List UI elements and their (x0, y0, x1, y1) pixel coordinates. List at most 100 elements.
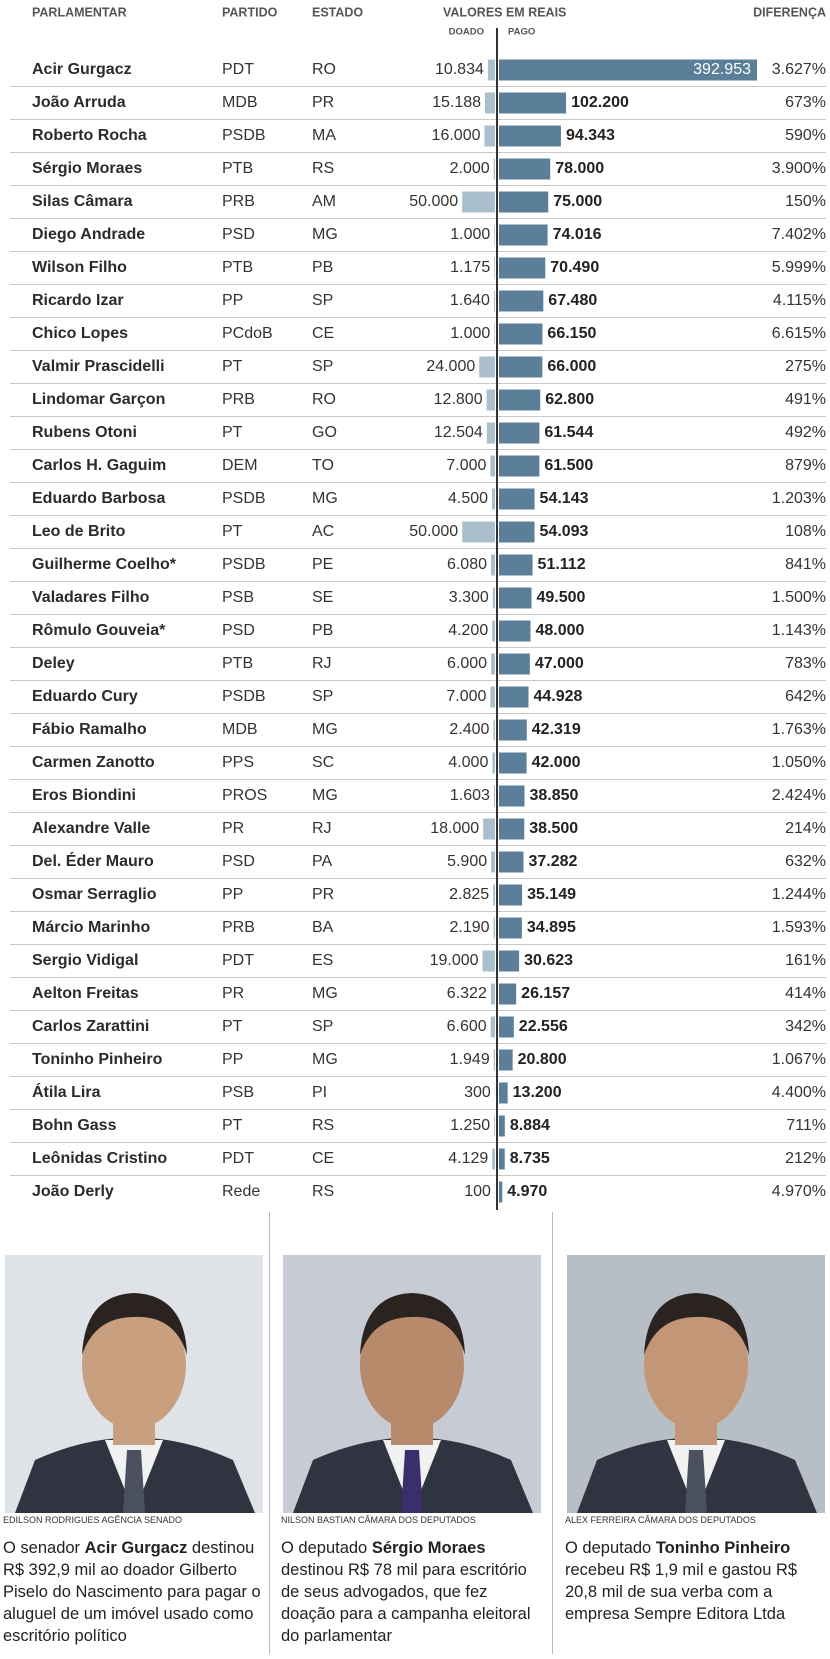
state: RO (312, 391, 336, 408)
member-name: Leônidas Cristino (32, 1150, 167, 1167)
caption-text: recebeu R$ 1,9 mil e gastou R$ 20,8 mil … (565, 1561, 798, 1623)
party: MDB (222, 721, 258, 738)
paid-bar (499, 785, 525, 807)
donated-label: 15.188 (432, 94, 481, 111)
party: PT (222, 424, 243, 441)
donated-label: 300 (464, 1084, 491, 1101)
difference-label: 150% (785, 193, 826, 210)
difference-label: 711% (786, 1117, 826, 1134)
difference-label: 414% (785, 985, 826, 1002)
party: PR (222, 985, 244, 1002)
party: PDT (222, 1150, 254, 1167)
party: PTB (222, 259, 253, 276)
donated-label: 2.190 (450, 919, 490, 936)
donated-label: 50.000 (409, 523, 458, 540)
donated-label: 6.080 (447, 556, 487, 573)
paid-label: 8.884 (510, 1117, 550, 1134)
paid-label: 38.500 (529, 820, 578, 837)
state: MG (312, 1051, 338, 1068)
paid-bar (499, 1181, 503, 1203)
paid-bar (499, 92, 567, 114)
paid-label: 94.343 (566, 127, 615, 144)
photo (567, 1255, 825, 1513)
donated-bar (493, 917, 495, 939)
donated-bar (492, 620, 495, 642)
state: MG (312, 721, 338, 738)
paid-bar (499, 1115, 505, 1137)
paid-label: 61.500 (544, 457, 593, 474)
donated-label: 4.500 (448, 490, 488, 507)
donated-bar (492, 752, 495, 774)
member-name: Roberto Rocha (32, 127, 147, 144)
difference-label: 3.627% (772, 61, 826, 78)
caption-text: destinou R$ 78 mil para escritório de se… (281, 1561, 531, 1645)
paid-label: 54.143 (540, 490, 589, 507)
party: PRB (222, 919, 255, 936)
donated-label: 7.000 (446, 688, 486, 705)
donated-bar (486, 422, 495, 444)
party: PRB (222, 193, 255, 210)
state: PR (312, 886, 334, 903)
paid-label: 67.480 (548, 292, 597, 309)
difference-label: 275% (785, 358, 826, 375)
state: ES (312, 952, 333, 969)
paid-label: 54.093 (540, 523, 589, 540)
state: SP (312, 1018, 333, 1035)
donated-bar (462, 521, 495, 543)
party: PSD (222, 226, 255, 243)
donated-bar (493, 290, 495, 312)
donated-bar (490, 1016, 495, 1038)
state: RO (312, 61, 336, 78)
paid-label: 51.112 (538, 556, 586, 573)
state: RS (312, 160, 334, 177)
paid-bar (499, 851, 524, 873)
party: DEM (222, 457, 258, 474)
donated-label: 7.000 (446, 457, 486, 474)
member-name: Rubens Otoni (32, 424, 137, 441)
photo-credit: NILSON BASTIAN CÂMARA DOS DEPUTADOS (281, 1515, 476, 1525)
face (360, 1301, 464, 1429)
difference-label: 161% (785, 952, 826, 969)
paid-bar (499, 1016, 514, 1038)
paid-label: 4.970 (507, 1183, 547, 1200)
paid-bar (499, 1082, 508, 1104)
state: RJ (312, 820, 332, 837)
member-name: Carlos H. Gaguim (32, 457, 166, 474)
state: SP (312, 358, 333, 375)
donated-label: 19.000 (430, 952, 479, 969)
caption-text: O deputado (281, 1539, 372, 1557)
member-name: Osmar Serraglio (32, 886, 157, 903)
difference-label: 4.400% (772, 1084, 826, 1101)
donated-label: 2.400 (449, 721, 489, 738)
difference-label: 590% (785, 127, 826, 144)
party: PTB (222, 160, 253, 177)
donated-bar (492, 488, 495, 510)
difference-label: 108% (785, 523, 826, 540)
donated-bar (462, 191, 495, 213)
paid-bar (499, 950, 520, 972)
donated-label: 1.640 (450, 292, 490, 309)
party: PT (222, 1117, 243, 1134)
paid-bar (499, 884, 523, 906)
party: PSDB (222, 688, 266, 705)
donated-bar (493, 884, 495, 906)
party: PP (222, 886, 243, 903)
party: PT (222, 523, 243, 540)
donated-bar (492, 1148, 495, 1170)
donated-bar (494, 224, 495, 246)
caption: O senador Acir Gurgacz destinou R$ 392,9… (3, 1537, 267, 1647)
donated-label: 5.900 (447, 853, 487, 870)
caption: O deputado Sérgio Moraes destinou R$ 78 … (281, 1537, 545, 1647)
member-name: Chico Lopes (32, 325, 128, 342)
member-name: Leo de Brito (32, 523, 126, 540)
difference-label: 1.203% (772, 490, 826, 507)
donated-bar (484, 125, 495, 147)
difference-label: 642% (785, 688, 826, 705)
paid-label: 20.800 (518, 1051, 567, 1068)
paid-label: 74.016 (553, 226, 602, 243)
member-name: João Arruda (32, 94, 126, 111)
paid-label: 48.000 (536, 622, 585, 639)
state: SE (312, 589, 333, 606)
donated-bar (482, 950, 495, 972)
member-name: Silas Câmara (32, 193, 133, 210)
